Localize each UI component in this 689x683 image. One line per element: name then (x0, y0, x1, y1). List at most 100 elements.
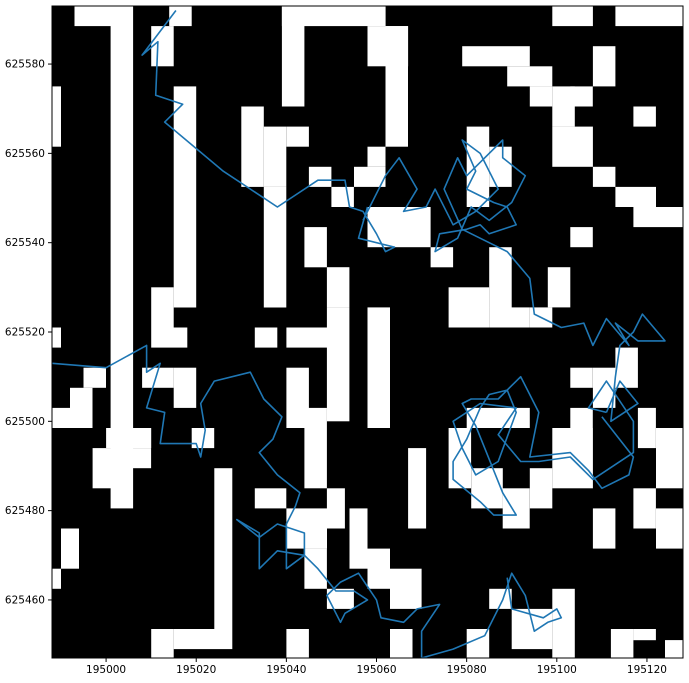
open-cell (552, 86, 575, 127)
route-paths (52, 10, 666, 658)
y-tick-label: 625480 (5, 505, 45, 517)
x-tick-label: 195080 (447, 664, 487, 676)
y-tick-label: 625560 (5, 148, 45, 160)
route-line (52, 344, 563, 658)
open-cell (385, 26, 408, 147)
open-cell (70, 387, 93, 428)
open-cell (489, 307, 530, 328)
open-cell (430, 247, 454, 268)
open-cell (173, 86, 197, 308)
open-cell (286, 126, 309, 147)
plot-area (51, 5, 684, 659)
x-tick-label: 195120 (627, 664, 667, 676)
y-tick-label: 625580 (5, 59, 45, 71)
open-cell (367, 207, 431, 248)
open-cell (92, 448, 116, 489)
open-cell (507, 66, 553, 87)
open-cell (151, 327, 188, 348)
open-cell (263, 186, 287, 308)
open-cell (390, 629, 413, 658)
open-cell (142, 367, 174, 388)
open-cell (633, 207, 683, 228)
open-cell (173, 367, 197, 408)
open-cell (83, 367, 106, 388)
open-cell (286, 629, 309, 658)
open-cell (570, 227, 593, 248)
open-cell (367, 548, 390, 589)
open-cell (633, 629, 656, 641)
open-cell (547, 267, 571, 308)
open-cell (448, 428, 472, 489)
open-cell (52, 327, 61, 348)
open-cell (61, 528, 79, 569)
x-tick-label: 195100 (537, 664, 577, 676)
open-cell (570, 86, 593, 107)
open-cell (304, 407, 327, 489)
open-cell (489, 588, 512, 609)
open-cell (106, 428, 152, 449)
open-cell (552, 6, 593, 27)
open-cell (592, 367, 616, 408)
route-line (452, 375, 635, 516)
open-cell (151, 287, 174, 328)
open-cell (173, 629, 233, 650)
route-line (362, 139, 666, 423)
open-cell (281, 6, 386, 27)
open-cell (254, 488, 287, 509)
open-cell (367, 146, 386, 167)
open-cell (326, 488, 345, 529)
open-cell (570, 407, 593, 428)
y-tick-label: 625460 (5, 594, 45, 606)
open-cell (633, 488, 656, 529)
open-cell (254, 327, 278, 348)
open-cell (214, 468, 233, 629)
x-tick-label: 195040 (266, 664, 306, 676)
open-cell (354, 166, 386, 187)
open-cell (286, 367, 309, 428)
open-cell (502, 488, 530, 529)
open-cell (633, 106, 656, 127)
open-cell (489, 146, 512, 187)
open-cell (151, 629, 174, 658)
open-cell (615, 186, 656, 207)
open-cell (462, 46, 530, 67)
open-cell (552, 126, 593, 167)
open-cell (466, 407, 530, 428)
open-cell (52, 568, 61, 589)
open-cell (615, 347, 638, 388)
open-cell (263, 126, 287, 187)
open-cell (637, 407, 656, 449)
open-cell (665, 640, 683, 658)
x-axis: 195000 195020 195040 195060 195080 195100 1951… (86, 658, 667, 676)
open-cell (326, 588, 354, 609)
open-cell (610, 629, 634, 658)
open-cell (592, 508, 616, 549)
open-cell (349, 508, 368, 569)
open-cell (367, 307, 390, 428)
open-cell (592, 166, 616, 187)
x-tick-label: 195060 (356, 664, 396, 676)
open-cell (151, 26, 174, 67)
open-cell (281, 6, 305, 107)
open-cell (529, 86, 553, 107)
open-cell (304, 548, 327, 589)
open-cell (110, 6, 134, 509)
open-cell (191, 428, 215, 449)
open-cell (326, 267, 350, 308)
open-cell (592, 46, 616, 87)
open-cell (128, 448, 152, 469)
open-cell (286, 327, 327, 348)
open-cell (390, 568, 422, 609)
open-cell (408, 448, 427, 529)
open-cell (448, 287, 490, 328)
open-cell (52, 407, 70, 428)
open-cell (656, 428, 683, 489)
y-tick-label: 625500 (5, 416, 45, 428)
x-tick-label: 195000 (86, 664, 126, 676)
open-cell (326, 307, 350, 422)
open-cell (52, 86, 61, 147)
x-tick-label: 195020 (176, 664, 216, 676)
open-cell (552, 588, 575, 658)
open-cell (656, 508, 683, 549)
